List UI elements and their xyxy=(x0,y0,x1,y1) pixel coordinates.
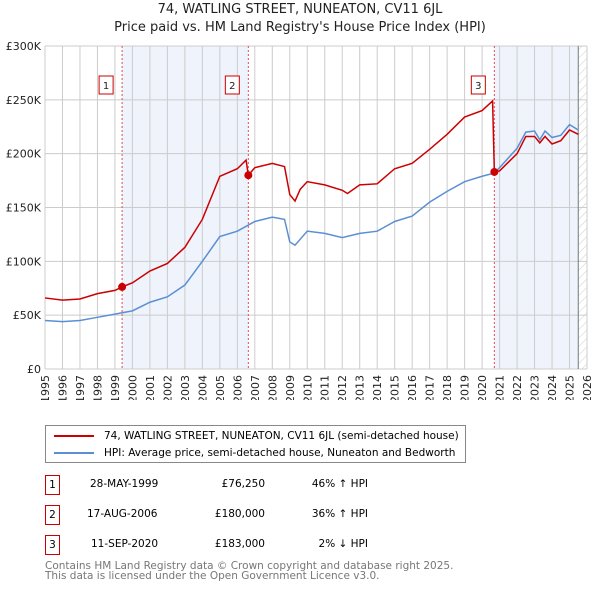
sale-marker-box xyxy=(470,75,486,95)
footer-copyright: Contains HM Land Registry data © Crown c… xyxy=(45,560,454,572)
sale-row: 1 28-MAY-1999 £76,250 46% ↑ HPI xyxy=(45,475,445,495)
sale-marker-box xyxy=(98,75,114,95)
x-tick-label: 2018 xyxy=(441,375,454,400)
legend-swatch xyxy=(54,452,94,454)
x-tick-label: 2026 xyxy=(581,375,594,400)
y-tick-label: £100K xyxy=(6,255,42,268)
x-tick-label: 2014 xyxy=(371,375,384,400)
sale-marker-label: 3 xyxy=(475,81,481,92)
legend-label: 74, WATLING STREET, NUNEATON, CV11 6JL (… xyxy=(104,430,459,442)
sale-date: 11-SEP-2020 xyxy=(91,538,159,550)
footer-licence: This data is licensed under the Open Gov… xyxy=(45,570,380,582)
legend-item-hpi: HPI: Average price, semi-detached house,… xyxy=(54,445,455,461)
x-tick-label: 2024 xyxy=(546,375,559,400)
sale-marker-label: 1 xyxy=(45,475,60,495)
y-tick-label: £300K xyxy=(6,40,42,53)
x-tick-label: 2010 xyxy=(301,375,314,400)
sale-hpi: 46% ↑ HPI xyxy=(311,478,368,490)
sale-price: £180,000 xyxy=(214,508,265,520)
x-tick-label: 1995 xyxy=(39,375,52,400)
sale-price: £183,000 xyxy=(214,538,265,550)
sale-row: 2 17-AUG-2006 £180,000 36% ↑ HPI xyxy=(45,505,445,525)
x-tick-label: 2000 xyxy=(126,375,139,400)
x-tick-label: 1999 xyxy=(109,375,122,400)
sale-point xyxy=(118,282,127,291)
x-tick-label: 2007 xyxy=(249,375,262,400)
y-tick-label: £50K xyxy=(13,309,42,322)
legend-label: HPI: Average price, semi-detached house,… xyxy=(104,447,456,459)
x-tick-label: 2009 xyxy=(284,375,297,400)
legend-swatch xyxy=(54,435,94,437)
legend-item-property: 74, WATLING STREET, NUNEATON, CV11 6JL (… xyxy=(54,428,459,444)
sale-marker-label: 1 xyxy=(103,81,109,92)
x-tick-label: 2020 xyxy=(476,375,489,400)
x-tick-label: 2012 xyxy=(336,375,349,400)
sale-marker-box xyxy=(224,75,240,95)
x-tick-label: 2004 xyxy=(196,375,209,400)
x-tick-label: 1996 xyxy=(56,375,69,400)
sale-date: 28-MAY-1999 xyxy=(90,478,159,490)
sale-hpi: 2% ↓ HPI xyxy=(318,538,368,550)
x-tick-label: 2017 xyxy=(424,375,437,400)
x-tick-label: 2021 xyxy=(494,375,507,400)
property-price-line xyxy=(44,99,579,301)
x-tick-label: 2011 xyxy=(319,375,332,400)
sale-row: 3 11-SEP-2020 £183,000 2% ↓ HPI xyxy=(45,535,445,555)
y-tick-label: £200K xyxy=(6,148,42,161)
x-tick-label: 2003 xyxy=(179,375,192,400)
sale-price: £76,250 xyxy=(221,478,265,490)
sale-hpi: 36% ↑ HPI xyxy=(311,508,368,520)
x-tick-label: 2015 xyxy=(389,375,402,400)
y-tick-label: £150K xyxy=(6,202,42,215)
x-tick-label: 1997 xyxy=(74,375,87,400)
x-tick-label: 2006 xyxy=(231,375,244,400)
x-tick-label: 2002 xyxy=(161,375,174,400)
sale-point xyxy=(490,167,499,176)
x-tick-label: 2013 xyxy=(354,375,367,400)
y-tick-label: £0 xyxy=(27,363,41,376)
x-tick-label: 2019 xyxy=(459,375,472,400)
x-tick-label: 2005 xyxy=(214,375,227,400)
x-tick-label: 2008 xyxy=(266,375,279,400)
sale-marker-label: 2 xyxy=(45,505,60,525)
sale-date: 17-AUG-2006 xyxy=(87,508,158,520)
sale-marker-label: 2 xyxy=(229,81,235,92)
y-tick-label: £250K xyxy=(6,94,42,107)
chart-subtitle: Price paid vs. HM Land Registry's House … xyxy=(114,20,486,35)
x-tick-label: 2001 xyxy=(144,375,157,400)
price-chart: 1995 1996 1997 1998 1999 2000 2001 2002 2003 2004… xyxy=(6,40,594,400)
x-tick-label: 2022 xyxy=(511,375,524,400)
legend: 74, WATLING STREET, NUNEATON, CV11 6JL (… xyxy=(45,425,466,463)
sale-point xyxy=(244,171,253,180)
hpi-line xyxy=(44,123,579,323)
x-tick-label: 2016 xyxy=(406,375,419,400)
x-tick-label: 2023 xyxy=(529,375,542,400)
x-tick-label: 1998 xyxy=(91,375,104,400)
sale-marker-label: 3 xyxy=(45,535,60,555)
x-tick-label: 2025 xyxy=(564,375,577,400)
chart-title: 74, WATLING STREET, NUNEATON, CV11 6JL xyxy=(157,2,443,17)
